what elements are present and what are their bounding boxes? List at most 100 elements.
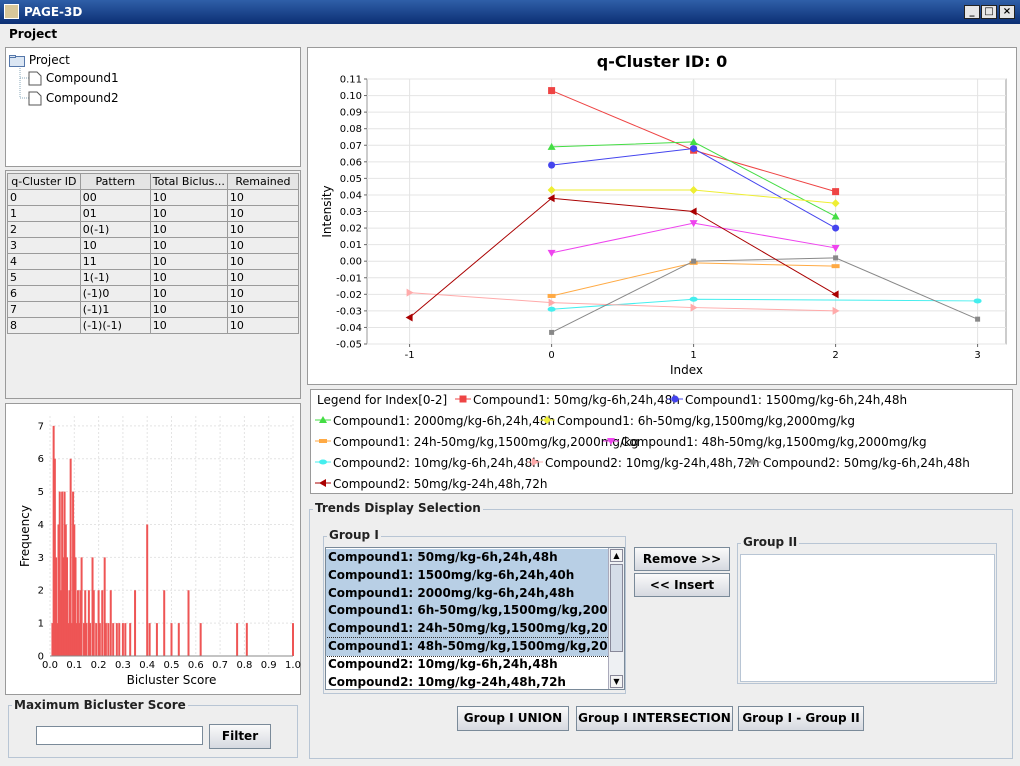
- table-row[interactable]: 7 (-1)1 10 10: [7, 301, 300, 318]
- java-app-icon: [4, 4, 19, 19]
- group2-list[interactable]: [740, 554, 995, 682]
- y-tick-label: 0.10: [340, 91, 362, 102]
- histogram-bar: [104, 623, 107, 656]
- group1-list-item[interactable]: Compound2: 10mg/kg-6h,24h,48h: [328, 656, 558, 671]
- project-tree[interactable]: Project Compound1 Compound2: [5, 47, 301, 167]
- table-row[interactable]: 6 (-1)0 10 10: [7, 285, 300, 302]
- menu-project[interactable]: Project: [9, 27, 58, 41]
- histogram-bar: [109, 590, 112, 656]
- line-chart-panel: q-Cluster ID: 0 0.11 0.10 0.09 0.08 0.07 0.06 0…: [307, 47, 1017, 385]
- filter-button[interactable]: Filter: [209, 724, 271, 749]
- data-point: [831, 264, 840, 269]
- group1-union-button[interactable]: Group I UNION: [457, 706, 569, 731]
- document-icon: [28, 91, 42, 106]
- table-cell: 10: [149, 205, 228, 222]
- histogram-bar: [55, 557, 58, 656]
- y-tick-label: 0.04: [340, 190, 362, 201]
- column-header[interactable]: q-Cluster ID: [7, 173, 81, 190]
- legend-label: Compound2: 10mg/kg-6h,24h,48h: [333, 456, 540, 470]
- cluster-table[interactable]: q-Cluster ID Pattern Total Biclus... Rem…: [7, 173, 300, 334]
- data-point: [689, 220, 698, 228]
- close-button[interactable]: ×: [999, 5, 1015, 19]
- histogram-bar: [59, 590, 62, 656]
- table-cell: 4: [7, 253, 81, 270]
- histogram-bar: [66, 557, 69, 656]
- histogram-bar: [84, 590, 87, 656]
- legend-item: Compound2: 10mg/kg-24h,48h,72h: [527, 456, 759, 470]
- histogram-bar: [134, 590, 137, 656]
- group1-list-item[interactable]: Compound1: 50mg/kg-6h,24h,48h: [326, 549, 609, 567]
- column-header[interactable]: Total Biclus...: [149, 173, 228, 190]
- tree-item-compound1[interactable]: Compound1: [28, 71, 119, 86]
- remove-button[interactable]: Remove >>: [634, 547, 730, 571]
- table-row[interactable]: 3 10 10 10: [7, 237, 300, 254]
- group1-list-item[interactable]: Compound1: 24h-50mg/kg,1500mg/kg,2000mg/…: [326, 620, 609, 638]
- table-row[interactable]: 2 0(-1) 10 10: [7, 221, 300, 238]
- table-row[interactable]: 5 1(-1) 10 10: [7, 269, 300, 286]
- legend-swatch: [667, 395, 683, 403]
- legend-item: Compound1: 48h-50mg/kg,1500mg/kg,2000mg/…: [603, 435, 927, 449]
- data-point: [689, 185, 698, 194]
- legend-item: Compound1: 24h-50mg/kg,1500mg/kg,2000mg/…: [315, 435, 639, 449]
- scroll-down-icon[interactable]: ▼: [610, 675, 623, 688]
- histogram-bar: [103, 557, 106, 656]
- group1-list[interactable]: Compound1: 50mg/kg-6h,24h,48h Compound1: …: [325, 547, 625, 690]
- scroll-thumb[interactable]: [610, 564, 623, 652]
- histogram-bar: [79, 590, 82, 656]
- table-row[interactable]: 4 11 10 10: [7, 253, 300, 270]
- max-score-input[interactable]: [36, 726, 203, 745]
- group1-list-item[interactable]: Compound2: 10mg/kg-24h,48h,72h: [328, 674, 566, 689]
- y-tick-label: 0.05: [340, 174, 362, 185]
- bicluster-score-histogram: 0 1 2 3 4 5 6 7 0.0 0.1 0.2 0.3 0.4 0.5 0.6 0.7 0.8 0.9 1.…: [18, 416, 301, 687]
- y-tick-label: 0.07: [340, 141, 362, 152]
- table-cell: 8: [7, 317, 81, 334]
- group1-list-item[interactable]: Compound1: 1500mg/kg-6h,24h,40h: [326, 566, 609, 585]
- group1-list-item[interactable]: Compound1: 48h-50mg/kg,1500mg/kg,2000mg/…: [326, 637, 610, 657]
- tree-root-row[interactable]: Project: [9, 53, 70, 67]
- table-cell: 10: [226, 301, 300, 318]
- table-row[interactable]: 1 01 10 10: [7, 205, 300, 222]
- histogram-bar: [68, 590, 71, 656]
- table-cell: 10: [149, 285, 228, 302]
- legend-swatch: [315, 416, 331, 423]
- histogram-bar: [118, 623, 121, 656]
- tree-item-compound2[interactable]: Compound2: [28, 91, 119, 106]
- table-cell: 0: [7, 189, 81, 206]
- histogram-bar: [292, 623, 294, 656]
- maximize-button[interactable]: □: [981, 5, 997, 19]
- group1-list-item[interactable]: Compound1: 6h-50mg/kg,1500mg/kg,2000mg/k…: [326, 602, 609, 621]
- table-cell: 1: [7, 205, 81, 222]
- histogram-bar: [107, 623, 110, 656]
- data-point: [690, 303, 698, 312]
- y-tick-label: 0.09: [340, 108, 362, 119]
- insert-button[interactable]: << Insert: [634, 573, 730, 597]
- y-tick-label: 0.01: [340, 240, 362, 251]
- data-point: [832, 306, 840, 315]
- histogram-bar: [75, 623, 78, 656]
- histogram-bar: [51, 623, 54, 656]
- group1-minus-group2-button[interactable]: Group I - Group II: [738, 706, 864, 731]
- legend-title: Legend for Index[0-2]: [317, 393, 448, 407]
- column-header[interactable]: Pattern: [79, 173, 151, 190]
- histogram-bar: [121, 623, 124, 656]
- histogram-bar: [72, 491, 75, 656]
- group1-scrollbar[interactable]: ▲ ▼: [608, 548, 624, 689]
- table-cell: 10: [226, 221, 300, 238]
- group1-intersection-button[interactable]: Group I INTERSECTION: [576, 706, 733, 731]
- legend-swatch: [315, 459, 331, 465]
- x-tick-label: -1: [405, 350, 415, 361]
- histogram-bar: [73, 524, 76, 656]
- y-tick-label: 0.02: [340, 224, 362, 235]
- column-header[interactable]: Remained: [226, 173, 300, 190]
- tree-lines: [19, 66, 30, 99]
- data-point: [689, 296, 698, 302]
- y-tick-label: -0.03: [336, 306, 362, 317]
- group1-list-item[interactable]: Compound1: 2000mg/kg-6h,24h,48h: [326, 584, 609, 603]
- scroll-up-icon[interactable]: ▲: [610, 549, 623, 562]
- table-cell: 10: [226, 205, 300, 222]
- minimize-button[interactable]: _: [964, 5, 980, 19]
- series-7: [406, 288, 840, 315]
- table-cell: 10: [226, 237, 300, 254]
- table-row[interactable]: 8 (-1)(-1) 10 10: [7, 317, 300, 334]
- table-row[interactable]: 0 00 10 10: [7, 189, 300, 206]
